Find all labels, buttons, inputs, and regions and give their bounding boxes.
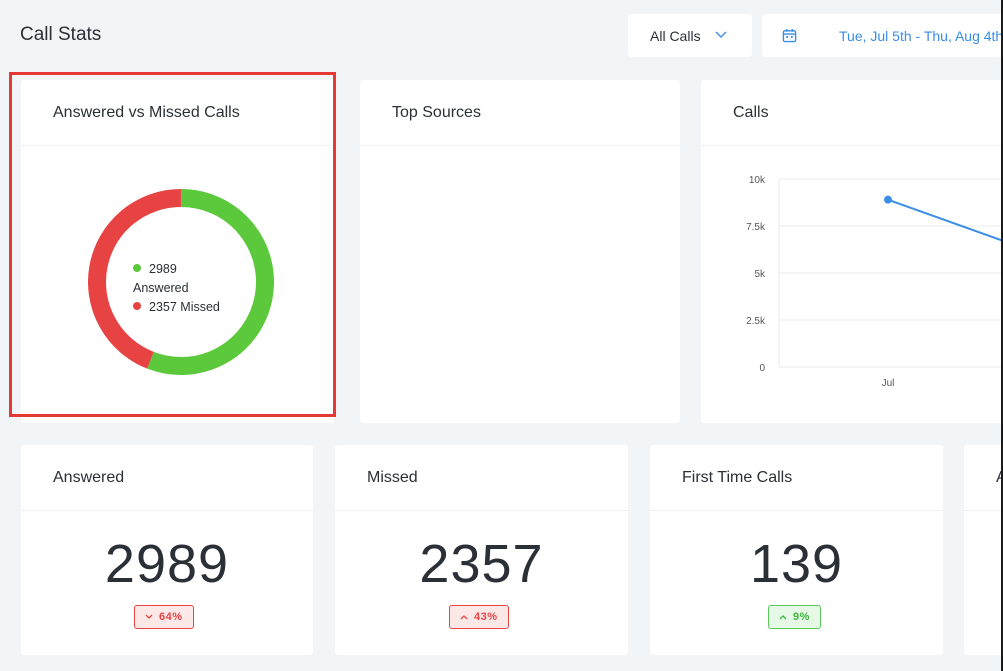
stat-change-badge: 43% (449, 605, 509, 629)
stat-card-first-time-calls: First Time Calls 139 9% (650, 445, 943, 655)
answered-vs-missed-card: Answered vs Missed Calls 2989 Answered 2… (21, 80, 334, 423)
chevron-down-icon (715, 30, 727, 42)
stat-value: 139 (749, 534, 844, 594)
stat-change-value: 64% (159, 611, 183, 623)
date-range-picker[interactable]: Tue, Jul 5th - Thu, Aug 4th (762, 14, 1003, 57)
donut-segment-answered (147, 189, 274, 375)
card-title: Calls (701, 80, 1003, 146)
call-type-dropdown[interactable]: All Calls (628, 14, 752, 57)
date-range-label: Tue, Jul 5th - Thu, Aug 4th (839, 27, 1003, 44)
page-title: Call Stats (20, 24, 102, 45)
top-sources-card: Top Sources (360, 80, 680, 423)
chevron-up-icon (460, 615, 468, 620)
chevron-down-icon (145, 614, 153, 619)
y-tick-label: 0 (759, 363, 765, 374)
stat-card-answered: Answered 2989 64% (21, 445, 313, 655)
calls-card: Calls 10k 7.5k 5k 2.5k 0 Jul (701, 80, 1003, 423)
stat-change-value: 9% (793, 611, 810, 623)
card-title: Top Sources (360, 80, 680, 146)
stat-title: Answered (21, 445, 313, 511)
call-type-dropdown-label: All Calls (650, 27, 701, 44)
stat-card-missed: Missed 2357 43% (335, 445, 628, 655)
y-tick-label: 2.5k (746, 316, 766, 327)
donut-segment-missed (88, 189, 182, 369)
stat-value: 2989 (104, 534, 230, 594)
stat-value: 2357 (419, 534, 544, 594)
answered-missed-donut (88, 189, 274, 375)
stat-title: A (964, 445, 1003, 511)
legend-item-answered: 2989 (133, 260, 220, 279)
stat-change-badge: 64% (134, 605, 194, 629)
chevron-up-icon (779, 615, 787, 620)
donut-legend: 2989 Answered 2357 Missed (133, 260, 220, 317)
stat-card-partial: A (964, 445, 1003, 655)
legend-dot-missed (133, 302, 141, 310)
calendar-icon (782, 28, 797, 43)
stat-title: Missed (335, 445, 628, 511)
legend-answered-label: Answered (133, 281, 189, 295)
y-tick-label: 10k (749, 175, 766, 186)
legend-missed-label: 2357 Missed (149, 300, 220, 314)
card-title: Answered vs Missed Calls (21, 80, 334, 146)
y-tick-label: 5k (754, 269, 766, 280)
legend-answered-value: 2989 (149, 262, 177, 276)
y-tick-label: 7.5k (746, 222, 766, 233)
x-tick-label: Jul (882, 378, 895, 389)
stat-title: First Time Calls (650, 445, 943, 511)
calls-line-chart: 10k 7.5k 5k 2.5k 0 Jul (746, 175, 1003, 389)
calls-series-line (887, 198, 1003, 242)
window-edge (1001, 0, 1003, 671)
stat-change-value: 43% (474, 611, 498, 623)
legend-item-missed: 2357 Missed (133, 298, 220, 317)
calls-data-point[interactable] (884, 195, 892, 204)
legend-dot-answered (133, 264, 141, 272)
stat-change-badge: 9% (768, 605, 821, 629)
